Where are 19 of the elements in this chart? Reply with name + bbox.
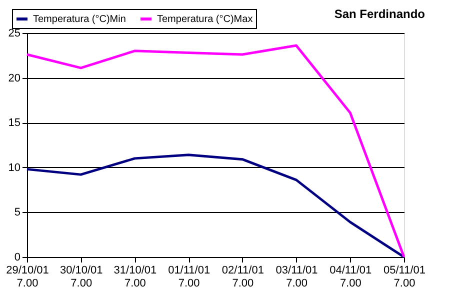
x-tick-label: 05/11/01 7.00 — [383, 264, 426, 290]
line-series — [26, 44, 406, 258]
x-tick-label: 04/11/01 7.00 — [330, 264, 372, 290]
x-tick-label: 01/11/01 7.00 — [168, 264, 210, 290]
x-tick-label: 31/10/01 7.00 — [114, 264, 157, 290]
y-tick-label: 20 — [8, 72, 20, 84]
y-tick-label: 10 — [8, 162, 20, 174]
x-tick-label: 02/11/01 7.00 — [222, 264, 264, 290]
chart-title: San Ferdinando — [334, 7, 425, 21]
y-tick-label: 15 — [8, 117, 20, 130]
line-series — [26, 154, 406, 258]
x-tick-label: 03/11/01 7.00 — [276, 264, 318, 290]
y-tick-label: 0 — [14, 252, 20, 264]
legend-label: Temperatura (°C)Min — [33, 14, 126, 25]
x-tick-label: 30/10/01 7.00 — [60, 264, 103, 290]
legend-label: Temperatura (°C)Max — [157, 14, 253, 25]
y-tick-label: 25 — [8, 28, 20, 40]
y-tick-label: 5 — [14, 206, 20, 219]
x-tick-label: 29/10/01 7.00 — [6, 264, 49, 290]
